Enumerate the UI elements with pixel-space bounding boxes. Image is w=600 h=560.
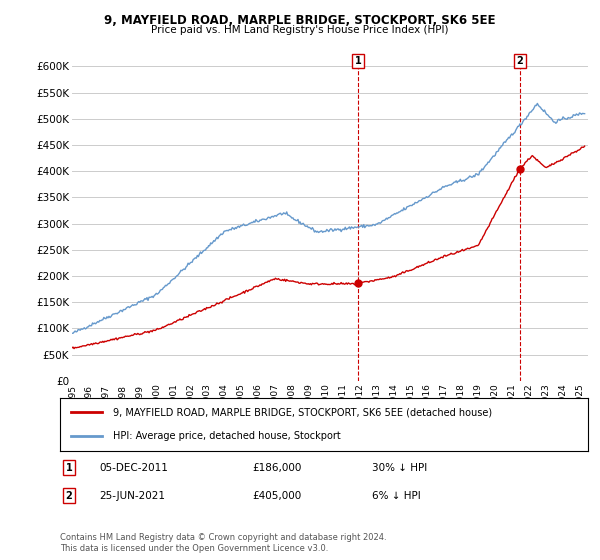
Text: 05-DEC-2011: 05-DEC-2011 (99, 463, 168, 473)
Text: 30% ↓ HPI: 30% ↓ HPI (372, 463, 427, 473)
Text: 6% ↓ HPI: 6% ↓ HPI (372, 491, 421, 501)
Text: 1: 1 (65, 463, 73, 473)
Text: Price paid vs. HM Land Registry's House Price Index (HPI): Price paid vs. HM Land Registry's House … (151, 25, 449, 35)
Text: 9, MAYFIELD ROAD, MARPLE BRIDGE, STOCKPORT, SK6 5EE: 9, MAYFIELD ROAD, MARPLE BRIDGE, STOCKPO… (104, 14, 496, 27)
Text: £186,000: £186,000 (252, 463, 301, 473)
Text: 2: 2 (517, 56, 523, 66)
Text: Contains HM Land Registry data © Crown copyright and database right 2024.
This d: Contains HM Land Registry data © Crown c… (60, 533, 386, 553)
Text: 25-JUN-2021: 25-JUN-2021 (99, 491, 165, 501)
Text: 1: 1 (355, 56, 362, 66)
Text: 9, MAYFIELD ROAD, MARPLE BRIDGE, STOCKPORT, SK6 5EE (detached house): 9, MAYFIELD ROAD, MARPLE BRIDGE, STOCKPO… (113, 408, 492, 418)
Text: £405,000: £405,000 (252, 491, 301, 501)
Text: HPI: Average price, detached house, Stockport: HPI: Average price, detached house, Stoc… (113, 431, 341, 441)
Text: 2: 2 (65, 491, 73, 501)
